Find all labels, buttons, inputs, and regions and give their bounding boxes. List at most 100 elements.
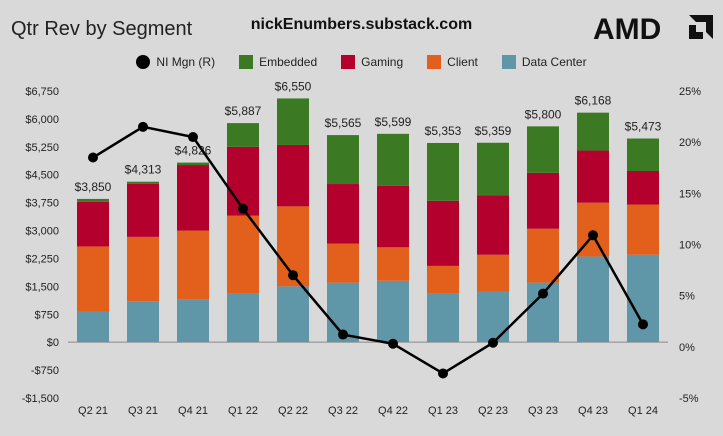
bar-segment-data-center bbox=[577, 256, 609, 343]
y-left-tick-label: $1,500 bbox=[25, 281, 59, 293]
bar-total-label: $3,850 bbox=[75, 180, 112, 194]
y-left-tick-label: $6,000 bbox=[25, 114, 59, 126]
bar-segment-data-center bbox=[227, 293, 259, 343]
legend: NI Mgn (R) Embedded Gaming Client Data C… bbox=[0, 55, 723, 69]
y-left-tick-label: -$1,500 bbox=[22, 393, 59, 405]
bar-segment-data-center bbox=[277, 286, 309, 343]
bar-total-label: $4,826 bbox=[175, 144, 212, 158]
bar-segment-gaming bbox=[627, 171, 659, 205]
y-left-tick-label: -$750 bbox=[31, 365, 59, 377]
legend-swatch-gaming bbox=[341, 55, 356, 69]
bar-segment-gaming bbox=[127, 183, 159, 237]
bar-total-label: $5,800 bbox=[525, 107, 562, 121]
legend-item-gaming: Gaming bbox=[341, 55, 403, 69]
bar-segment-gaming bbox=[377, 185, 409, 248]
ni-margin-point bbox=[88, 152, 98, 163]
y-right-tick-label: 10% bbox=[679, 240, 701, 252]
bar-segment-gaming bbox=[277, 144, 309, 207]
x-tick-label: Q3 23 bbox=[528, 405, 558, 417]
y-right-tick-label: -5% bbox=[679, 393, 699, 405]
x-tick-label: Q4 23 bbox=[578, 405, 608, 417]
legend-label: Data Center bbox=[521, 55, 587, 69]
y-right-tick-label: 20% bbox=[679, 137, 701, 149]
source-label: nickEnumbers.substack.com bbox=[250, 16, 473, 33]
bar-total-label: $5,599 bbox=[375, 115, 412, 129]
bar-total-label: $6,168 bbox=[575, 94, 612, 108]
bar-segment-embedded bbox=[627, 138, 659, 172]
ni-margin-point bbox=[638, 319, 648, 330]
ni-margin-point bbox=[338, 329, 348, 340]
y-left-tick-label: $3,000 bbox=[25, 226, 59, 238]
bar-total-label: $5,359 bbox=[475, 124, 512, 138]
logo-text: AMD bbox=[593, 13, 661, 44]
bar-segment-client bbox=[527, 228, 559, 283]
bar-segment-gaming bbox=[77, 201, 109, 247]
bar-segment-gaming bbox=[527, 172, 559, 229]
bar-segment-client bbox=[477, 254, 509, 292]
x-tick-label: Q3 21 bbox=[128, 405, 158, 417]
legend-swatch-embedded bbox=[239, 55, 254, 69]
bar-segment-embedded bbox=[127, 181, 159, 184]
chart-title: Qtr Rev by Segment bbox=[11, 18, 193, 40]
x-tick-label: Q4 21 bbox=[178, 405, 208, 417]
y-left-tick-label: $4,500 bbox=[25, 170, 59, 182]
bar-segment-gaming bbox=[177, 165, 209, 231]
y-left-tick-label: $6,750 bbox=[25, 86, 59, 98]
bar-segment-embedded bbox=[477, 142, 509, 196]
ni-margin-point bbox=[288, 270, 298, 281]
ni-margin-point bbox=[388, 338, 398, 349]
legend-label: Gaming bbox=[361, 55, 404, 69]
bar-segment-client bbox=[377, 247, 409, 281]
x-tick-label: Q4 22 bbox=[378, 405, 408, 417]
bar-total-label: $5,887 bbox=[225, 104, 262, 118]
bar-segment-embedded bbox=[327, 135, 359, 185]
bar-segment-client bbox=[77, 246, 109, 312]
bar-segment-client bbox=[427, 265, 459, 294]
amd-arrow-icon bbox=[689, 15, 713, 39]
bar-segment-client bbox=[127, 236, 159, 302]
bar-segment-data-center bbox=[477, 291, 509, 343]
ni-margin-point bbox=[238, 203, 248, 214]
y-right-tick-label: 0% bbox=[679, 342, 695, 354]
bar-segment-embedded bbox=[177, 162, 209, 166]
bar-segment-embedded bbox=[427, 142, 459, 201]
y-left-tick-label: $750 bbox=[35, 309, 59, 321]
x-tick-label: Q2 23 bbox=[478, 405, 508, 417]
y-left-tick-label: $5,250 bbox=[25, 142, 59, 154]
y-right-tick-label: 5% bbox=[679, 291, 695, 303]
ni-margin-point bbox=[438, 368, 448, 379]
legend-label: Client bbox=[447, 55, 478, 69]
x-tick-label: Q1 22 bbox=[228, 405, 258, 417]
bar-segment-gaming bbox=[577, 150, 609, 203]
bar-segment-data-center bbox=[127, 301, 159, 343]
bar-segment-gaming bbox=[477, 195, 509, 255]
bar-segment-embedded bbox=[277, 98, 309, 145]
bar-segment-data-center bbox=[177, 299, 209, 343]
bar-segment-client bbox=[227, 215, 259, 294]
ni-margin-point bbox=[538, 288, 548, 299]
ni-margin-point bbox=[188, 132, 198, 143]
amd-logo: AMD bbox=[593, 13, 713, 44]
bar-segment-client bbox=[627, 204, 659, 255]
legend-item-embedded: Embedded bbox=[239, 55, 317, 69]
bar-segment-data-center bbox=[427, 293, 459, 343]
bar-segment-embedded bbox=[527, 126, 559, 173]
legend-item-ni-margin: NI Mgn (R) bbox=[136, 55, 215, 69]
bar-total-label: $4,313 bbox=[125, 163, 162, 177]
y-right-tick-label: 15% bbox=[679, 188, 701, 200]
y-left-tick-label: $0 bbox=[47, 337, 59, 349]
legend-item-data-center: Data Center bbox=[501, 55, 587, 69]
bar-segment-client bbox=[177, 230, 209, 300]
ni-margin-point bbox=[138, 121, 148, 132]
x-tick-label: Q2 21 bbox=[78, 405, 108, 417]
legend-swatch-client bbox=[427, 55, 442, 69]
ni-margin-line bbox=[92, 125, 645, 375]
bar-segment-gaming bbox=[327, 184, 359, 244]
bar-segment-data-center bbox=[77, 311, 109, 343]
bar-total-label: $6,550 bbox=[275, 79, 312, 93]
bar-segment-embedded bbox=[377, 133, 409, 186]
x-tick-label: Q1 24 bbox=[628, 405, 658, 417]
legend-swatch-data-center bbox=[501, 55, 516, 69]
